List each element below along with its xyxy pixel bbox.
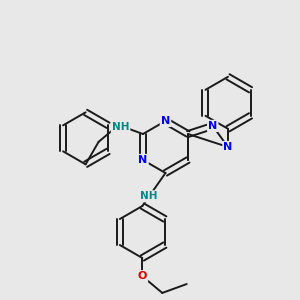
Text: O: O	[138, 271, 147, 281]
Text: N: N	[161, 116, 170, 126]
Text: N: N	[138, 155, 148, 165]
Text: NH: NH	[112, 122, 129, 132]
Text: NH: NH	[140, 191, 157, 201]
Text: N: N	[224, 142, 232, 152]
Text: N: N	[208, 121, 218, 131]
